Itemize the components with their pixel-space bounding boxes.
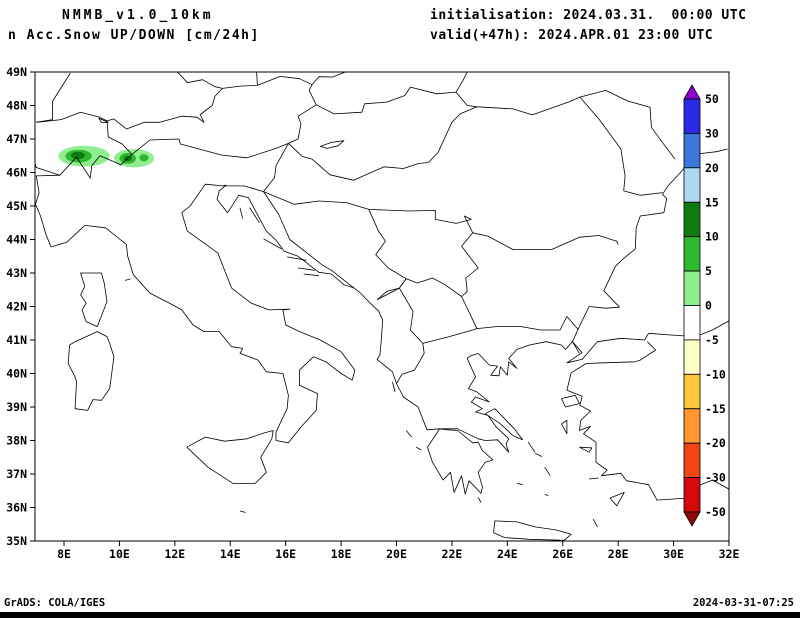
bottom-window-bar [0,612,800,618]
snow-shading [58,145,155,168]
grads-credit: GrADS: COLA/IGES [4,597,106,609]
lon-tick-label: 20E [386,547,407,561]
lon-tick-label: 18E [331,547,352,561]
colorbar-label: -20 [705,436,726,450]
field-title: n Acc.Snow UP/DOWN [cm/24h] [8,28,260,43]
model-title: NMMB_v1.0_10km [62,8,214,23]
lat-tick-label: 37N [6,467,27,481]
lon-tick-label: 28E [608,547,629,561]
colorbar-arrow-down [683,511,701,527]
colorbar-label: -10 [705,367,726,381]
colorbar-segment [683,98,701,134]
colorbar-segment [683,408,701,444]
lon-tick-label: 10E [109,547,130,561]
colorbar-label: -15 [705,402,726,416]
colorbar-label: 50 [705,92,719,106]
snow-region [71,151,85,160]
lat-tick-label: 39N [6,400,27,414]
lat-tick-label: 49N [6,65,27,79]
creation-timestamp: 2024-03-31-07:25 [692,597,794,609]
lat-tick-label: 35N [6,534,27,548]
lon-tick-label: 12E [164,547,185,561]
lat-tick-label: 36N [6,501,27,515]
colorbar-label: 15 [705,195,719,209]
colorbar-label: 20 [705,161,719,175]
lat-tick-label: 41N [6,333,27,347]
colorbar-segment [683,236,701,272]
lat-tick-label: 38N [6,434,27,448]
colorbar-segment [683,477,701,513]
colorbar-segment [683,305,701,341]
lat-tick-label: 43N [6,266,27,280]
colorbar-segment [683,339,701,375]
colorbar-segment [683,201,701,238]
lat-tick-label: 48N [6,99,27,113]
lat-tick-label: 40N [6,367,27,381]
colorbar-label: -5 [705,333,719,347]
lon-tick-label: 22E [442,547,463,561]
colorbar-segment [683,167,701,203]
lat-tick-label: 45N [6,199,27,213]
coastlines-and-borders [35,72,729,541]
map-frame [34,71,730,542]
colorbar-label: 10 [705,230,719,244]
lat-tick-label: 46N [6,166,27,180]
colorbar-segment [683,373,701,410]
initialisation-time: initialisation: 2024.03.31. 00:00 UTC [430,8,747,23]
colorbar-segment [683,132,701,169]
colorbar-segment [683,270,701,306]
colorbar-label: 0 [705,299,712,313]
lon-tick-label: 26E [552,547,573,561]
lon-tick-label: 14E [220,547,241,561]
snow-region [139,154,149,162]
lon-tick-label: 24E [497,547,518,561]
valid-time: valid(+47h): 2024.APR.01 23:00 UTC [430,28,714,43]
lat-tick-label: 42N [6,300,27,314]
colorbar-segment [683,442,701,479]
colorbar-arrow-up [683,84,701,100]
lat-tick-label: 44N [6,233,27,247]
lon-tick-label: 8E [57,547,71,561]
lat-tick-label: 47N [6,132,27,146]
colorbar-label: 30 [705,126,719,140]
lon-tick-label: 30E [663,547,684,561]
colorbar-label: -50 [705,505,726,519]
lon-tick-label: 16E [275,547,296,561]
axis-labels: 49N 48N 47N 46N 45N 44N 43N 42N 41N 40N 39N 38N 37N 3… [6,65,739,561]
colorbar-label: 5 [705,264,712,278]
colorbar-label: -30 [705,471,726,485]
axis-ticks [30,71,730,546]
lon-tick-label: 32E [719,547,740,561]
